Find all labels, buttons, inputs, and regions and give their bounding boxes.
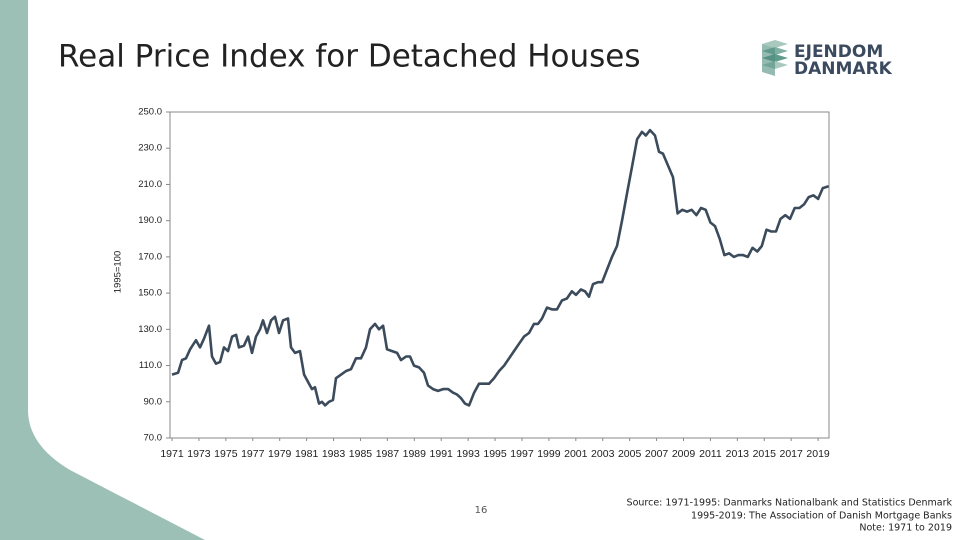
y-axis-label: 1995=100 xyxy=(113,251,124,294)
source-text: Note: 1971 to 2019 xyxy=(859,523,952,534)
y-tick-label: 70.0 xyxy=(144,433,163,444)
logo: EJENDOM DANMARK xyxy=(762,40,893,79)
x-tick-label: 2011 xyxy=(699,448,722,460)
x-tick-label: 2001 xyxy=(564,448,588,460)
y-tick-label: 250.0 xyxy=(138,107,162,118)
x-tick-label: 2019 xyxy=(806,448,830,460)
chart-title: Real Price Index for Detached Houses xyxy=(58,39,641,75)
x-tick-label: 2013 xyxy=(726,448,750,460)
y-tick-label: 190.0 xyxy=(138,215,162,226)
x-tick-label: 1971 xyxy=(160,448,184,460)
x-tick-label: 1997 xyxy=(510,448,534,460)
decor-band xyxy=(0,0,205,540)
source-text: 1995-2019: The Association of Danish Mor… xyxy=(691,511,952,522)
x-tick-label: 1979 xyxy=(268,448,292,460)
x-tick-label: 1983 xyxy=(322,448,346,460)
x-tick-label: 1975 xyxy=(214,448,238,460)
source-text: Source: 1971-1995: Danmarks Nationalbank… xyxy=(627,498,953,509)
y-tick-label: 90.0 xyxy=(144,396,163,407)
x-tick-label: 1989 xyxy=(403,448,427,460)
x-tick-label: 1973 xyxy=(187,448,211,460)
y-tick-label: 130.0 xyxy=(138,324,162,335)
x-tick-label: 1995 xyxy=(483,448,507,460)
x-tick-label: 2003 xyxy=(591,448,615,460)
x-tick-label: 1985 xyxy=(349,448,373,460)
y-tick-label: 230.0 xyxy=(138,143,162,154)
y-tick-label: 150.0 xyxy=(138,288,162,299)
logo-text: EJENDOM xyxy=(794,42,883,62)
x-tick-label: 2017 xyxy=(779,448,803,460)
x-tick-label: 1977 xyxy=(241,448,265,460)
x-tick-label: 2007 xyxy=(645,448,669,460)
x-tick-label: 1999 xyxy=(537,448,561,460)
page-number: 16 xyxy=(475,505,488,516)
x-tick-label: 2005 xyxy=(618,448,642,460)
x-tick-label: 1987 xyxy=(376,448,400,460)
x-tick-label: 2015 xyxy=(753,448,777,460)
x-tick-label: 1993 xyxy=(456,448,480,460)
plot-frame xyxy=(169,111,830,439)
y-tick-label: 110.0 xyxy=(139,360,162,371)
x-tick-label: 1991 xyxy=(430,448,454,460)
y-tick-label: 210.0 xyxy=(138,179,162,190)
price-line xyxy=(171,128,829,407)
y-tick-label: 170.0 xyxy=(138,251,162,262)
logo-text: DANMARK xyxy=(794,59,893,79)
x-tick-label: 2009 xyxy=(672,448,696,460)
x-tick-label: 1981 xyxy=(295,448,319,460)
